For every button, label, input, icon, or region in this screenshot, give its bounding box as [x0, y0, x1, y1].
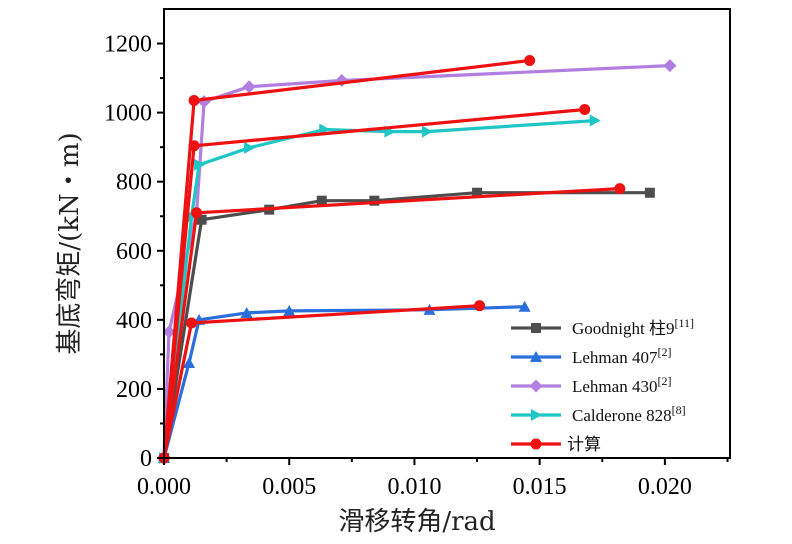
data-point	[188, 140, 200, 152]
y-tick-label: 1200	[104, 32, 152, 58]
y-axis-title: 基底弯矩/(kN・m)	[55, 132, 85, 354]
y-tick-label: 200	[116, 377, 152, 403]
legend-label: 计算	[567, 435, 601, 454]
data-point	[335, 73, 349, 87]
series-1	[158, 300, 531, 463]
data-point	[579, 104, 591, 116]
data-point	[369, 195, 380, 206]
legend-item: Calderone 828[8]	[511, 403, 686, 425]
legend-label: Calderone 828[8]	[572, 403, 686, 425]
data-point	[196, 214, 207, 225]
data-point	[518, 300, 531, 312]
x-tick-label: 0.020	[638, 474, 692, 500]
data-point	[530, 438, 542, 450]
series-line	[162, 305, 525, 459]
data-point	[191, 207, 203, 219]
series-line	[162, 119, 595, 459]
legend-item: 计算	[511, 435, 601, 454]
data-point	[194, 158, 206, 171]
data-point	[644, 187, 655, 198]
data-point	[240, 306, 253, 318]
data-point	[186, 210, 198, 223]
plot-marks	[157, 54, 677, 465]
data-point	[242, 80, 256, 94]
y-tick-label: 0	[140, 446, 152, 472]
x-tick-label: 0.015	[513, 474, 567, 500]
y-tick-label: 1000	[104, 101, 152, 127]
data-point	[531, 409, 542, 421]
data-point	[529, 379, 543, 393]
data-point	[531, 323, 541, 333]
series-4	[158, 54, 626, 464]
data-point	[244, 141, 256, 154]
data-point	[283, 304, 296, 316]
data-point	[663, 59, 677, 73]
legend-item: Lehman 430[2]	[511, 374, 671, 396]
y-tick-label: 600	[116, 239, 152, 265]
legend-label: Goodnight 柱9[11]	[572, 316, 694, 338]
legend-label: Lehman 430[2]	[572, 374, 671, 396]
data-point	[421, 125, 433, 138]
data-point	[162, 325, 176, 339]
series-line	[162, 107, 585, 459]
legend: Goodnight 柱9[11] Lehman 407[2] Lehman 430[…	[511, 316, 694, 454]
x-axis-title: 滑移转角/rad	[338, 507, 495, 537]
x-axis: 0.000 0.005 0.010 0.015 0.020	[137, 458, 729, 500]
data-point	[530, 351, 542, 362]
legend-label: Lehman 407[2]	[572, 345, 671, 367]
plot-frame	[163, 8, 731, 459]
data-point	[186, 317, 198, 329]
data-point	[614, 183, 626, 195]
series-line	[162, 187, 620, 459]
x-tick-label: 0.000	[137, 474, 191, 500]
data-point	[474, 300, 486, 312]
data-point	[589, 114, 601, 127]
data-point	[183, 357, 196, 369]
data-point	[197, 95, 211, 109]
y-axis: 0 200 400 600 800 1000 1200	[104, 32, 164, 472]
x-tick-label: 0.005	[262, 474, 316, 500]
data-point	[524, 54, 536, 66]
y-tick-label: 400	[116, 308, 152, 334]
data-point	[316, 195, 327, 206]
x-tick-label: 0.010	[387, 474, 441, 500]
data-point	[188, 95, 200, 107]
legend-item: Lehman 407[2]	[511, 345, 671, 367]
data-point	[472, 187, 483, 198]
y-tick-label: 800	[116, 170, 152, 196]
series-line	[162, 304, 480, 459]
legend-item: Goodnight 柱9[11]	[511, 316, 694, 338]
